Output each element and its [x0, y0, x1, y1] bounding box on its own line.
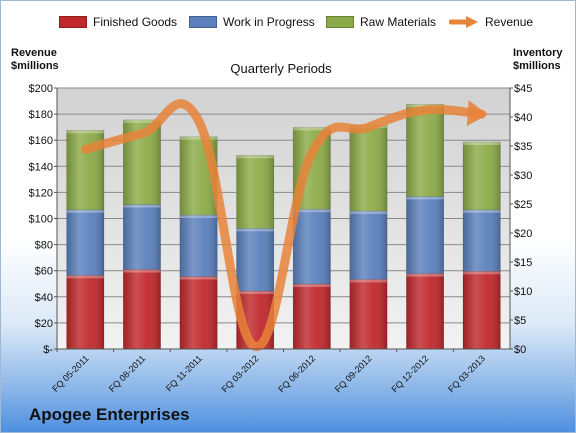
left-tick-label: $180: [29, 109, 53, 121]
legend-work-in-progress: Work in Progress: [189, 15, 315, 29]
left-tick-label: $60: [35, 266, 53, 278]
bar-shade: [406, 196, 444, 274]
x-tick-label: FQ 05-2011: [50, 353, 91, 394]
bar-top-highlight: [123, 204, 161, 208]
company-name: Apogee Enterprises: [29, 405, 190, 424]
right-tick-label: $35: [514, 141, 532, 153]
bar-top-highlight: [179, 215, 218, 219]
left-tick-label: $100: [29, 214, 53, 226]
left-axis-title: Revenue $millions: [11, 47, 59, 73]
legend-label-raw-materials: Raw Materials: [360, 15, 437, 29]
bar-top-highlight: [349, 279, 388, 283]
x-tick-label: FQ 03-2012: [220, 353, 261, 394]
right-tick-label: $40: [514, 112, 532, 124]
bar-top-highlight: [236, 291, 274, 294]
revenue-arrowhead: [466, 100, 488, 127]
legend-swatch-finished-goods: [59, 16, 87, 28]
legend-finished-goods: Finished Goods: [59, 15, 177, 29]
bar-shade: [463, 271, 501, 349]
bar-top-highlight: [293, 209, 331, 213]
bar-shade: [66, 275, 104, 349]
right-axis-title-line-2: $millions: [513, 60, 561, 72]
bar-top-highlight: [236, 155, 274, 159]
bar-shade: [349, 125, 388, 211]
left-tick-label: $120: [29, 187, 53, 199]
bar-top-highlight: [463, 141, 501, 145]
revenue-line: [80, 99, 487, 351]
x-tick-label: FQ 08-2011: [107, 353, 148, 394]
bar-shade: [293, 209, 331, 285]
bar-shade: [236, 155, 274, 229]
bar-top-highlight: [349, 210, 388, 214]
bar-shade: [66, 209, 104, 276]
bar-shade: [349, 210, 388, 280]
left-tick-label: $160: [29, 135, 53, 147]
legend-swatch-work-in-progress: [189, 16, 217, 28]
bar-top-highlight: [66, 209, 104, 213]
bar-top-highlight: [179, 136, 218, 140]
left-tick-label: $140: [29, 161, 53, 173]
legend-label-revenue: Revenue: [485, 15, 534, 29]
legend-label-work-in-progress: Work in Progress: [223, 15, 315, 29]
bar-shade: [406, 273, 444, 349]
left-tick-label: $80: [35, 240, 53, 252]
bar-shade: [349, 279, 388, 349]
bar-shade: [123, 204, 161, 270]
right-tick-label: $0: [514, 344, 526, 356]
bar-shade: [179, 215, 218, 277]
bar-shade: [179, 276, 218, 349]
bar-shade: [463, 141, 501, 210]
left-tick-label: $40: [35, 292, 53, 304]
bar-top-highlight: [293, 284, 331, 288]
bar-top-highlight: [66, 130, 104, 134]
bar-top-highlight: [406, 273, 444, 277]
bar-top-highlight: [463, 271, 501, 275]
bar-shade: [463, 209, 501, 272]
bar-shade: [123, 269, 161, 349]
left-axis-title-line-2: $millions: [11, 60, 59, 72]
bar-top-highlight: [66, 275, 104, 279]
legend-swatch-raw-materials: [326, 16, 354, 28]
bar-top-highlight: [293, 127, 331, 131]
bar-top-highlight: [236, 228, 274, 232]
right-tick-label: $25: [514, 199, 532, 211]
x-tick-label: FQ 03-2013: [446, 353, 487, 394]
right-tick-label: $10: [514, 286, 532, 298]
bar-top-highlight: [463, 209, 501, 213]
left-tick-label: $20: [35, 318, 53, 330]
x-tick-label: FQ 06-2012: [276, 353, 317, 394]
right-axis-title-line-1: Inventory: [513, 47, 563, 59]
legend-label-finished-goods: Finished Goods: [93, 15, 178, 29]
bar-top-highlight: [123, 269, 161, 273]
bar-top-highlight: [406, 196, 444, 200]
legend-raw-materials: Raw Materials: [326, 15, 436, 29]
bar-top-highlight: [179, 276, 218, 280]
right-tick-label: $45: [514, 83, 532, 95]
left-tick-label: $-: [43, 344, 53, 356]
bar-top-highlight: [123, 119, 161, 123]
bar-shade: [406, 104, 444, 197]
x-tick-label: FQ 12-2012: [389, 353, 430, 394]
plot-title: Quarterly Periods: [230, 61, 332, 76]
right-tick-label: $5: [514, 315, 526, 327]
bar-shade: [236, 228, 274, 291]
right-tick-label: $20: [514, 228, 532, 240]
legend-swatch-revenue: [449, 16, 478, 28]
left-tick-label: $200: [29, 83, 53, 95]
bar-shade: [293, 284, 331, 349]
right-axis-title: Inventory $millions: [513, 47, 563, 73]
legend-revenue: Revenue: [449, 15, 533, 29]
right-tick-label: $30: [514, 170, 532, 182]
left-axis-title-line-1: Revenue: [11, 47, 57, 59]
x-tick-label: FQ 09-2012: [333, 353, 374, 394]
right-tick-label: $15: [514, 257, 532, 269]
x-tick-label: FQ 11-2011: [164, 353, 204, 393]
